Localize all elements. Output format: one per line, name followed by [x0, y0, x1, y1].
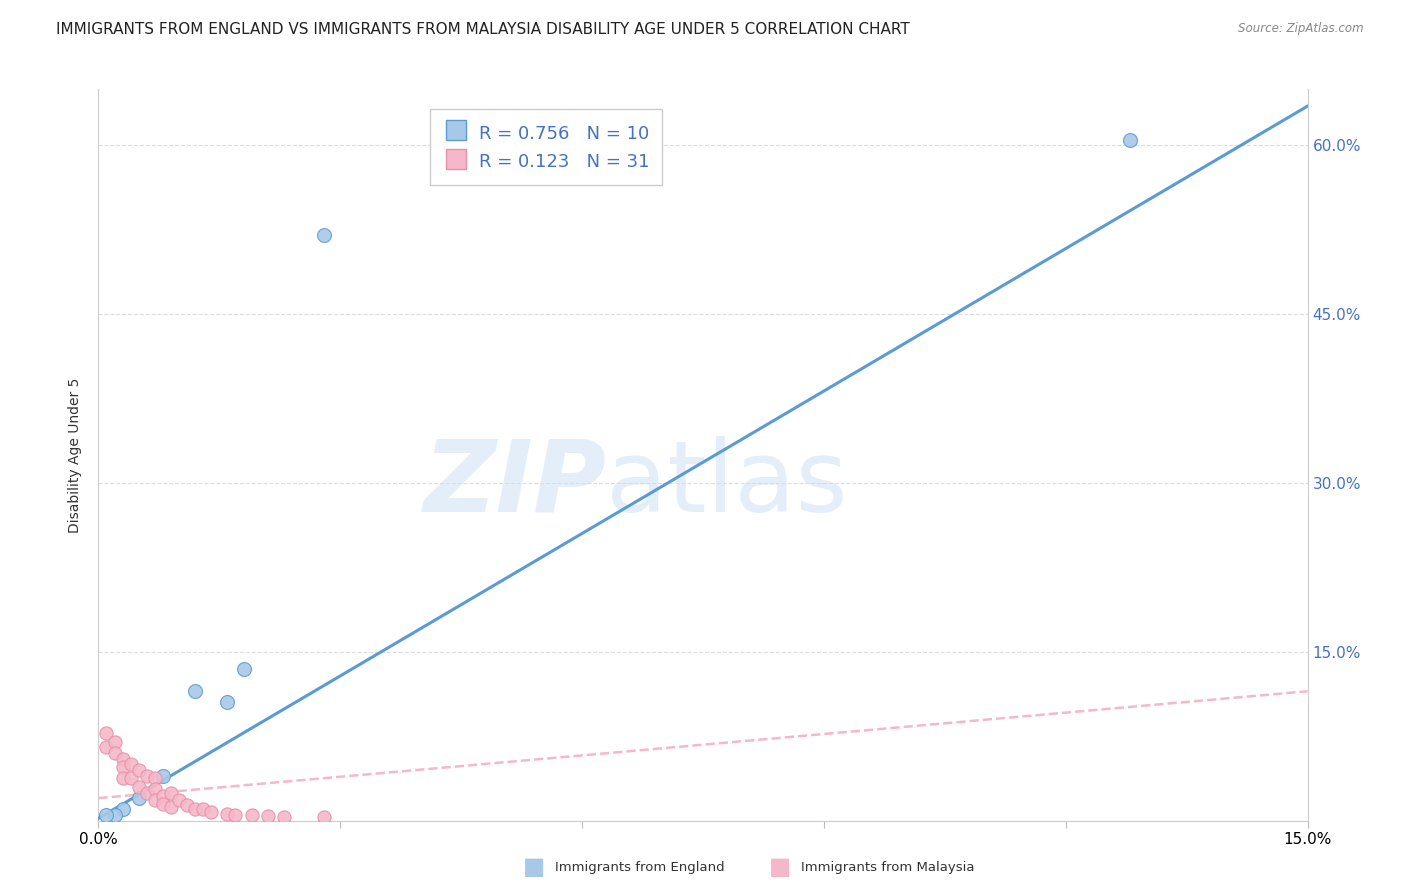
Point [217, 806, 239, 821]
Point [152, 769, 174, 783]
Text: Immigrants from Malaysia: Immigrants from Malaysia [801, 861, 974, 873]
Point [224, 808, 246, 822]
Point [128, 763, 150, 777]
Legend: R = 0.756   N = 10, R = 0.123   N = 31: R = 0.756 N = 10, R = 0.123 N = 31 [430, 109, 662, 185]
Point [96, 740, 118, 755]
Point [111, 759, 134, 773]
Point [184, 802, 207, 816]
Point [217, 696, 239, 710]
Point [240, 808, 263, 822]
Point [128, 780, 150, 794]
Point [160, 800, 183, 814]
Point [103, 808, 125, 822]
Point [273, 810, 295, 824]
Point [111, 802, 134, 816]
Point [96, 808, 118, 822]
Point [314, 228, 336, 243]
Text: Immigrants from England: Immigrants from England [555, 861, 725, 873]
Point [143, 782, 166, 797]
Text: atlas: atlas [606, 435, 848, 533]
Point [232, 662, 254, 676]
Point [135, 769, 157, 783]
Point [135, 785, 157, 799]
Point [200, 805, 222, 819]
Point [1119, 133, 1142, 147]
Text: ZIP: ZIP [423, 435, 606, 533]
Point [314, 810, 336, 824]
Point [184, 684, 207, 698]
Point [160, 785, 183, 799]
Text: IMMIGRANTS FROM ENGLAND VS IMMIGRANTS FROM MALAYSIA DISABILITY AGE UNDER 5 CORRE: IMMIGRANTS FROM ENGLAND VS IMMIGRANTS FR… [56, 22, 910, 37]
Point [152, 797, 174, 811]
Point [143, 771, 166, 785]
Point [167, 793, 190, 807]
Text: ■: ■ [523, 855, 546, 879]
Point [120, 771, 142, 785]
Point [176, 797, 198, 812]
Point [256, 809, 278, 823]
Point [120, 757, 142, 772]
Point [111, 771, 134, 785]
Point [143, 793, 166, 807]
Point [96, 726, 118, 740]
Point [103, 735, 125, 749]
Point [152, 789, 174, 803]
Text: Source: ZipAtlas.com: Source: ZipAtlas.com [1239, 22, 1364, 36]
Point [103, 746, 125, 760]
Point [128, 791, 150, 805]
Point [193, 802, 215, 816]
Y-axis label: Disability Age Under 5: Disability Age Under 5 [69, 377, 83, 533]
Text: ■: ■ [769, 855, 792, 879]
Point [111, 752, 134, 766]
